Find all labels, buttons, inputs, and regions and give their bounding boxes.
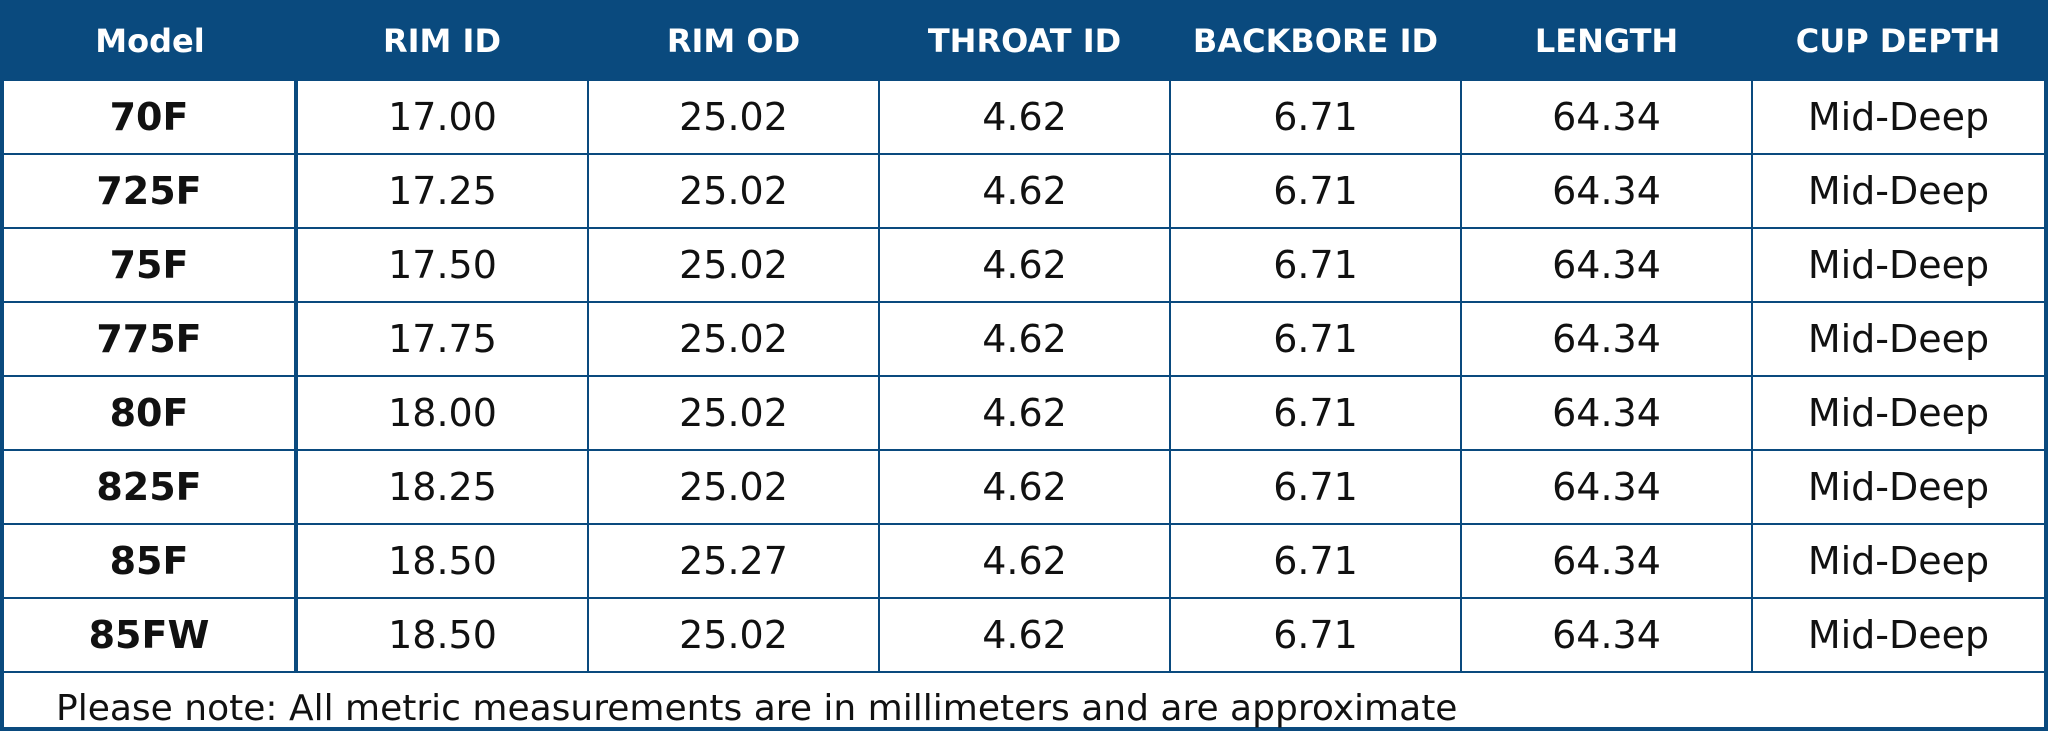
column-header-rim-id: RIM ID — [296, 4, 588, 81]
table-row: 85FW 18.50 25.02 4.62 6.71 64.34 Mid-Deep — [4, 598, 2044, 673]
cell-cup-depth: Mid-Deep — [1751, 450, 2044, 525]
table-row: 70F 17.00 25.02 4.62 6.71 64.34 Mid-Deep — [4, 79, 2044, 155]
cell-model: 725F — [4, 154, 296, 229]
cell-rim-od: 25.02 — [587, 79, 879, 155]
cell-backbore-id: 6.71 — [1169, 376, 1461, 451]
cell-rim-id: 17.75 — [294, 302, 588, 377]
cell-rim-od: 25.02 — [587, 376, 879, 451]
column-header-backbore-id: BACKBORE ID — [1170, 4, 1461, 81]
cell-length: 64.34 — [1460, 79, 1752, 155]
cell-backbore-id: 6.71 — [1169, 79, 1461, 155]
cell-length: 64.34 — [1460, 376, 1752, 451]
cell-rim-od: 25.02 — [587, 450, 879, 525]
cell-backbore-id: 6.71 — [1169, 228, 1461, 303]
cell-cup-depth: Mid-Deep — [1751, 302, 2044, 377]
cell-throat-id: 4.62 — [878, 228, 1170, 303]
table-row: 725F 17.25 25.02 4.62 6.71 64.34 Mid-Deep — [4, 154, 2044, 229]
cell-rim-id: 17.25 — [294, 154, 588, 229]
cell-rim-od: 25.02 — [587, 154, 879, 229]
cell-model: 80F — [4, 376, 296, 451]
cell-throat-id: 4.62 — [878, 79, 1170, 155]
cell-model: 70F — [4, 79, 296, 155]
mouthpiece-spec-table: Model RIM ID RIM OD THROAT ID BACKBORE I… — [4, 4, 2044, 673]
cell-rim-id: 17.00 — [294, 79, 588, 155]
cell-throat-id: 4.62 — [878, 376, 1170, 451]
cell-backbore-id: 6.71 — [1169, 524, 1461, 599]
column-header-length: LENGTH — [1461, 4, 1752, 81]
cell-length: 64.34 — [1460, 450, 1752, 525]
cell-length: 64.34 — [1460, 302, 1752, 377]
column-header-rim-od: RIM OD — [588, 4, 879, 81]
cell-backbore-id: 6.71 — [1169, 154, 1461, 229]
cell-model: 825F — [4, 450, 296, 525]
cell-rim-id: 18.50 — [294, 598, 588, 673]
cell-length: 64.34 — [1460, 598, 1752, 673]
cell-backbore-id: 6.71 — [1169, 598, 1461, 673]
column-header-cup-depth: CUP DEPTH — [1752, 4, 2044, 81]
cell-length: 64.34 — [1460, 524, 1752, 599]
cell-model: 85FW — [4, 598, 296, 673]
cell-backbore-id: 6.71 — [1169, 302, 1461, 377]
measurement-note: Please note: All metric measurements are… — [56, 688, 1458, 729]
table-row: 75F 17.50 25.02 4.62 6.71 64.34 Mid-Deep — [4, 228, 2044, 303]
column-header-throat-id: THROAT ID — [879, 4, 1170, 81]
cell-cup-depth: Mid-Deep — [1751, 598, 2044, 673]
cell-model: 85F — [4, 524, 296, 599]
cell-length: 64.34 — [1460, 154, 1752, 229]
column-header-model: Model — [4, 4, 296, 81]
header-row: Model RIM ID RIM OD THROAT ID BACKBORE I… — [4, 4, 2044, 81]
cell-rim-od: 25.02 — [587, 228, 879, 303]
table-body: 70F 17.00 25.02 4.62 6.71 64.34 Mid-Deep 725F 17… — [4, 79, 2044, 673]
cell-backbore-id: 6.71 — [1169, 450, 1461, 525]
cell-cup-depth: Mid-Deep — [1751, 79, 2044, 155]
cell-rim-od: 25.27 — [587, 524, 879, 599]
cell-cup-depth: Mid-Deep — [1751, 154, 2044, 229]
cell-throat-id: 4.62 — [878, 302, 1170, 377]
cell-cup-depth: Mid-Deep — [1751, 376, 2044, 451]
cell-throat-id: 4.62 — [878, 450, 1170, 525]
table-row: 80F 18.00 25.02 4.62 6.71 64.34 Mid-Deep — [4, 376, 2044, 451]
table-row: 775F 17.75 25.02 4.62 6.71 64.34 Mid-Deep — [4, 302, 2044, 377]
cell-rim-od: 25.02 — [587, 598, 879, 673]
cell-rim-id: 18.50 — [294, 524, 588, 599]
cell-model: 75F — [4, 228, 296, 303]
cell-throat-id: 4.62 — [878, 524, 1170, 599]
table-row: 825F 18.25 25.02 4.62 6.71 64.34 Mid-Deep — [4, 450, 2044, 525]
cell-cup-depth: Mid-Deep — [1751, 524, 2044, 599]
table-row: 85F 18.50 25.27 4.62 6.71 64.34 Mid-Deep — [4, 524, 2044, 599]
cell-model: 775F — [4, 302, 296, 377]
cell-throat-id: 4.62 — [878, 598, 1170, 673]
cell-length: 64.34 — [1460, 228, 1752, 303]
cell-throat-id: 4.62 — [878, 154, 1170, 229]
cell-rim-id: 18.25 — [294, 450, 588, 525]
cell-rim-id: 18.00 — [294, 376, 588, 451]
cell-rim-od: 25.02 — [587, 302, 879, 377]
cell-cup-depth: Mid-Deep — [1751, 228, 2044, 303]
cell-rim-id: 17.50 — [294, 228, 588, 303]
